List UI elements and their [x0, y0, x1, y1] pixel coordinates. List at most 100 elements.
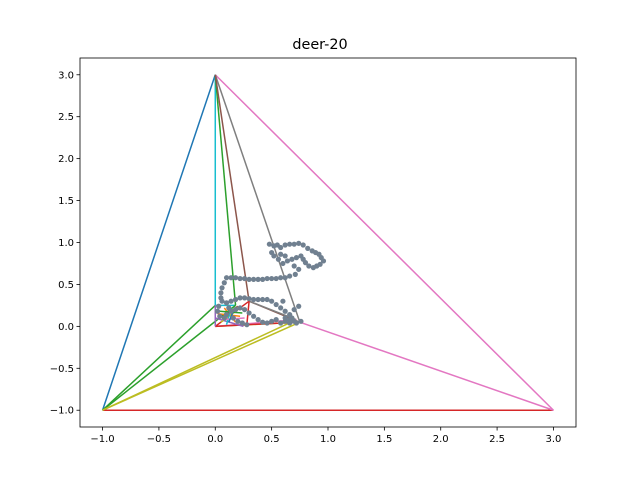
data-point-81 [241, 306, 248, 313]
data-point-60 [251, 296, 257, 303]
y-tick-label-4: 1.0 [58, 238, 74, 249]
data-point-90 [226, 305, 232, 311]
data-point-23 [289, 256, 295, 262]
data-point-91 [230, 315, 236, 321]
data-point-98 [298, 318, 304, 324]
data-point-50 [219, 285, 225, 291]
data-point-18 [306, 263, 312, 269]
y-tick-label-0: −1.0 [50, 406, 74, 417]
y-tick-label-1: −0.5 [50, 364, 74, 375]
data-point-73 [278, 320, 284, 326]
data-point-80 [246, 310, 252, 316]
data-point-101 [280, 298, 286, 304]
segment-8 [102, 304, 216, 411]
segment-10 [214, 74, 250, 302]
data-point-21 [298, 253, 304, 259]
segment-7 [102, 304, 237, 411]
y-tick-label-7: 2.5 [58, 112, 74, 123]
data-point-63 [264, 296, 270, 303]
x-tick-label-1: −0.5 [147, 434, 171, 445]
segment-3 [299, 321, 554, 411]
data-point-51 [218, 290, 224, 296]
y-tick-label-5: 1.5 [58, 196, 74, 207]
data-point-54 [223, 300, 230, 306]
data-point-88 [214, 308, 221, 314]
y-tick-label-2: 0.0 [58, 322, 74, 333]
data-point-8 [300, 242, 306, 248]
data-point-100 [296, 303, 302, 309]
data-point-61 [255, 296, 261, 303]
x-tick-label-6: 2.0 [433, 434, 449, 445]
data-point-77 [260, 319, 266, 325]
data-point-97 [293, 320, 300, 326]
data-point-29 [278, 251, 284, 257]
data-point-48 [223, 275, 230, 281]
data-point-35 [282, 275, 288, 281]
segment-9 [214, 74, 301, 323]
data-point-76 [264, 320, 270, 326]
data-point-46 [232, 275, 239, 281]
data-point-26 [275, 256, 281, 262]
data-point-39 [264, 275, 270, 282]
data-point-38 [269, 275, 275, 282]
data-point-86 [221, 315, 227, 321]
data-point-53 [219, 298, 225, 304]
x-tick-label-5: 1.5 [376, 434, 392, 445]
data-point-59 [246, 296, 252, 302]
y-axis: −1.0 −0.5 0.0 0.5 1.0 1.5 2.0 2.5 3.0 [50, 70, 80, 417]
x-tick-label-8: 3.0 [546, 434, 562, 445]
data-point-9 [305, 245, 311, 251]
data-point-55 [228, 298, 234, 304]
y-tick-label-3: 0.5 [58, 280, 74, 291]
data-point-3 [278, 244, 284, 251]
data-point-31 [291, 263, 297, 269]
x-axis: −1.0 −0.5 0.0 0.5 1.0 1.5 2.0 2.5 3.0 [90, 427, 561, 445]
data-point-37 [273, 275, 279, 282]
data-point-5 [287, 241, 293, 247]
data-point-96 [287, 317, 293, 323]
data-point-94 [244, 322, 250, 328]
x-tick-label-4: 1.0 [320, 434, 336, 445]
data-point-87 [217, 313, 223, 319]
data-point-79 [251, 313, 257, 319]
data-point-47 [228, 275, 234, 281]
data-point-67 [282, 308, 288, 314]
data-point-95 [282, 315, 288, 321]
data-point-17 [310, 265, 316, 271]
points-layer [214, 240, 327, 328]
data-point-74 [273, 317, 279, 323]
data-point-75 [269, 318, 275, 324]
segment-14 [102, 318, 297, 411]
data-point-66 [278, 305, 284, 311]
data-point-99 [291, 306, 297, 313]
data-point-41 [255, 276, 261, 282]
data-point-25 [280, 260, 286, 267]
data-point-22 [293, 255, 300, 261]
data-point-14 [320, 258, 327, 264]
data-point-33 [292, 271, 298, 277]
segment-6 [214, 74, 237, 306]
data-point-44 [241, 275, 248, 282]
data-point-45 [237, 275, 243, 282]
data-point-6 [291, 241, 297, 247]
data-point-89 [216, 303, 222, 309]
data-point-82 [237, 305, 243, 311]
data-point-30 [282, 253, 288, 259]
x-tick-label-7: 2.5 [489, 434, 505, 445]
data-point-58 [241, 295, 248, 301]
y-tick-label-6: 2.0 [58, 154, 74, 165]
data-point-83 [232, 306, 239, 313]
x-tick-label-3: 0.5 [264, 434, 280, 445]
x-tick-label-2: 0.0 [207, 434, 223, 445]
data-point-49 [221, 280, 227, 286]
data-point-4 [282, 242, 288, 248]
segments-layer [101, 74, 554, 411]
data-point-56 [232, 296, 239, 303]
data-point-78 [255, 317, 261, 323]
data-point-43 [246, 276, 252, 282]
data-point-57 [237, 295, 243, 301]
data-point-92 [235, 318, 241, 324]
data-point-62 [260, 296, 266, 303]
